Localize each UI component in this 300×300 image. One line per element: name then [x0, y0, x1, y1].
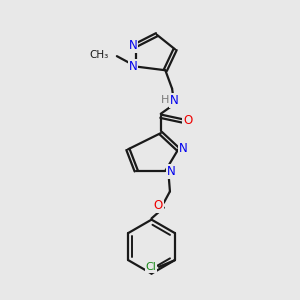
Text: N: N: [167, 165, 175, 178]
Text: CH₃: CH₃: [89, 50, 108, 60]
Text: N: N: [179, 142, 188, 155]
Text: Cl: Cl: [146, 262, 156, 272]
Text: O: O: [154, 199, 163, 212]
Text: N: N: [129, 39, 137, 52]
Text: N: N: [129, 60, 137, 73]
Text: N: N: [170, 94, 179, 107]
Text: H: H: [160, 95, 169, 105]
Text: O: O: [183, 114, 192, 127]
